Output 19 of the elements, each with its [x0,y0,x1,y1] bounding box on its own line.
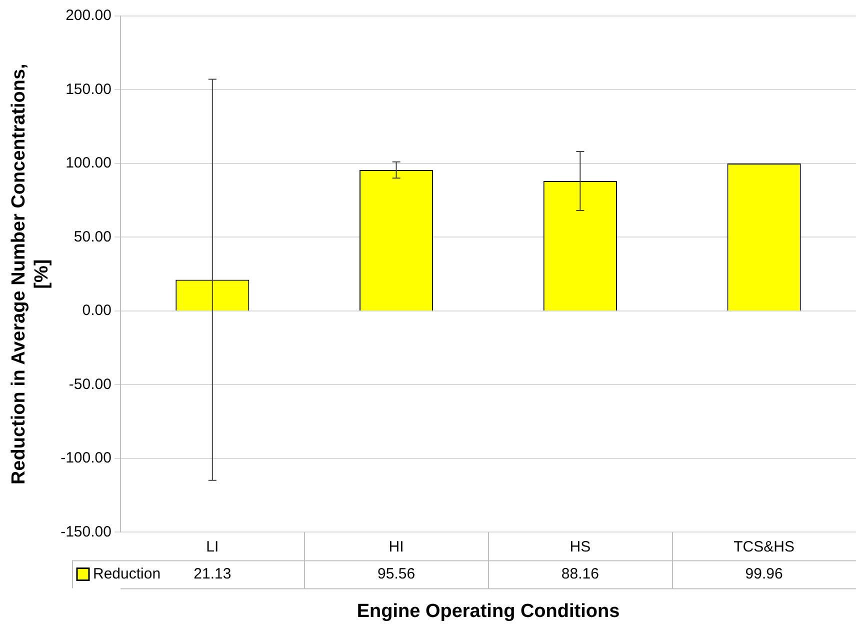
x-tick-label: TCS&HS [734,538,794,556]
data-label: 99.96 [745,565,783,582]
y-tick-label: 0.00 [82,302,112,320]
y-tick-label: 150.00 [66,80,112,98]
y-tick-label: 100.00 [66,154,112,172]
data-label: 88.16 [561,565,599,582]
data-label: 95.56 [378,565,416,582]
y-tick-label: -50.00 [68,376,112,393]
x-tick-label: HI [388,538,404,556]
y-tick-label: 50.00 [74,228,112,246]
x-tick-label: LI [206,538,219,556]
data-label: 21.13 [194,565,232,582]
y-tick-label: 200.00 [66,7,112,24]
x-axis-title: Engine Operating Conditions [356,600,620,622]
y-tick-label: -100.00 [60,450,112,467]
y-tick-label: -150.00 [60,523,112,540]
legend-label: Reduction [93,565,161,582]
x-tick-label: HS [570,538,591,556]
y-axis-title: Reduction in Average Number Concentrations, [%] [8,64,52,485]
